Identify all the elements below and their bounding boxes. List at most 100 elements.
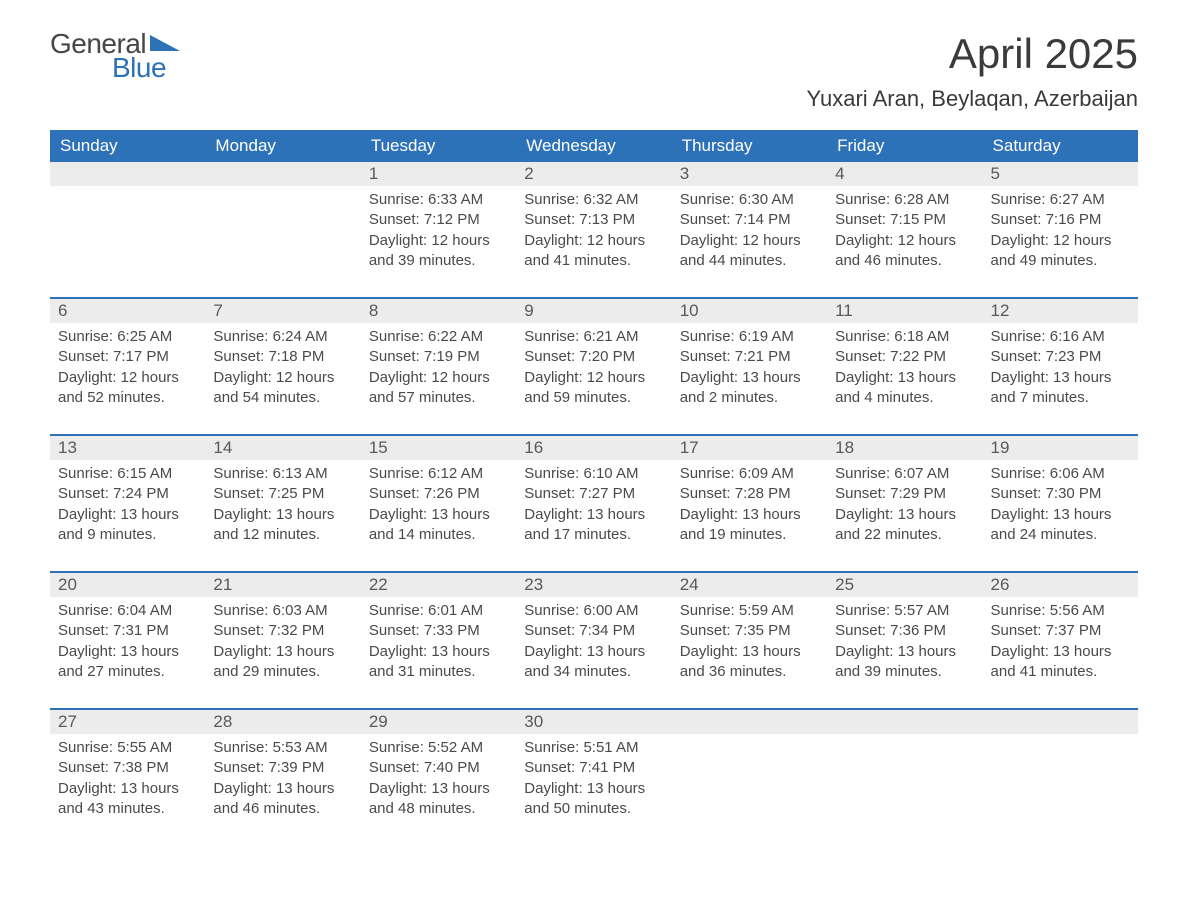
day-content-cell: Sunrise: 6:12 AM Sunset: 7:26 PM Daylight:… bbox=[361, 460, 516, 572]
sunset-line: Sunset: 7:17 PM bbox=[58, 348, 169, 365]
day-content-cell: Sunrise: 6:00 AMSunset: 7:34 PMDaylight:… bbox=[516, 597, 671, 709]
day-content-cell: Sunrise: 6:25 AMSunset: 7:17 PMDaylight:… bbox=[50, 323, 205, 435]
day-content-cell bbox=[50, 186, 205, 298]
day-number-cell: 12 bbox=[983, 298, 1138, 323]
sunset-line: Sunset: 7:21 PM bbox=[680, 348, 791, 365]
day-content-cell bbox=[205, 186, 360, 298]
daylight-line: Daylight: 12 hours and 44 minutes. bbox=[680, 232, 801, 269]
day-content-cell: Sunrise: 5:56 AMSunset: 7:37 PMDaylight:… bbox=[983, 597, 1138, 709]
day-content-cell: Sunrise: 6:21 AMSunset: 7:20 PMDaylight:… bbox=[516, 323, 671, 435]
sunset-line: Sunset: 7:26 PM bbox=[369, 485, 480, 502]
sunrise-line: Sunrise: 6:15 AM bbox=[58, 465, 172, 482]
sunset-line: Sunset: 7:18 PM bbox=[213, 348, 324, 365]
day-content-cell: Sunrise: 5:55 AMSunset: 7:38 PMDaylight:… bbox=[50, 734, 205, 844]
daylight-line: Daylight: 13 hours and 24 minutes. bbox=[991, 506, 1112, 543]
day-number-row: 12345 bbox=[50, 162, 1138, 186]
day-number-cell: 4 bbox=[827, 162, 982, 186]
day-content-cell: Sunrise: 6:10 AM Sunset: 7:27 PM Daylight:… bbox=[516, 460, 671, 572]
daylight-line: Daylight: 13 hours and 27 minutes. bbox=[58, 643, 179, 680]
day-content-cell: Sunrise: 6:27 AMSunset: 7:16 PMDaylight:… bbox=[983, 186, 1138, 298]
sunrise-line: Sunrise: 6:32 AM bbox=[524, 191, 638, 208]
header: General Blue April 2025 Yuxari Aran, Bey… bbox=[50, 30, 1138, 112]
sunrise-line: Sunrise: 6:22 AM bbox=[369, 328, 483, 345]
daylight-line: Daylight: 13 hours and 17 minutes. bbox=[524, 506, 645, 543]
day-content-cell: Sunrise: 6:09 AM Sunset: 7:28 PM Daylight:… bbox=[672, 460, 827, 572]
daylight-line: Daylight: 12 hours and 54 minutes. bbox=[213, 369, 334, 406]
sunset-line: Sunset: 7:34 PM bbox=[524, 622, 635, 639]
daylight-line: Daylight: 12 hours and 49 minutes. bbox=[991, 232, 1112, 269]
sunrise-line: Sunrise: 6:09 AM bbox=[680, 465, 794, 482]
daylight-line: Daylight: 12 hours and 59 minutes. bbox=[524, 369, 645, 406]
daylight-line: Daylight: 13 hours and 43 minutes. bbox=[58, 780, 179, 817]
sunset-line: Sunset: 7:36 PM bbox=[835, 622, 946, 639]
day-content-cell: Sunrise: 6:13 AMSunset: 7:25 PMDaylight:… bbox=[205, 460, 360, 572]
day-content-cell: Sunrise: 6:24 AMSunset: 7:18 PMDaylight:… bbox=[205, 323, 360, 435]
day-number-cell: 7 bbox=[205, 298, 360, 323]
weekday-row: SundayMondayTuesdayWednesdayThursdayFrid… bbox=[50, 130, 1138, 162]
sunset-line: Sunset: 7:39 PM bbox=[213, 759, 324, 776]
day-number-cell: 13 bbox=[50, 435, 205, 460]
day-content-row: Sunrise: 5:55 AMSunset: 7:38 PMDaylight:… bbox=[50, 734, 1138, 844]
daylight-line: Daylight: 12 hours and 57 minutes. bbox=[369, 369, 490, 406]
day-content-cell: Sunrise: 5:57 AM Sunset: 7:36 PM Daylight:… bbox=[827, 597, 982, 709]
sunrise-line: Sunrise: 5:57 AM bbox=[835, 602, 949, 619]
day-number-cell: 17 bbox=[672, 435, 827, 460]
sunrise-line: Sunrise: 6:03 AM bbox=[213, 602, 327, 619]
sunset-line: Sunset: 7:16 PM bbox=[991, 211, 1102, 228]
weekday-header: Saturday bbox=[983, 130, 1138, 162]
title-block: April 2025 Yuxari Aran, Beylaqan, Azerba… bbox=[807, 30, 1138, 112]
day-content-row: Sunrise: 6:15 AMSunset: 7:24 PMDaylight:… bbox=[50, 460, 1138, 572]
daylight-line: Daylight: 13 hours and 14 minutes. bbox=[369, 506, 490, 543]
day-content-cell: Sunrise: 6:33 AMSunset: 7:12 PMDaylight:… bbox=[361, 186, 516, 298]
sunset-line: Sunset: 7:25 PM bbox=[213, 485, 324, 502]
sunrise-line: Sunrise: 6:19 AM bbox=[680, 328, 794, 345]
day-content-row: Sunrise: 6:25 AMSunset: 7:17 PMDaylight:… bbox=[50, 323, 1138, 435]
day-number-cell: 8 bbox=[361, 298, 516, 323]
logo: General Blue bbox=[50, 30, 180, 82]
day-number-cell: 20 bbox=[50, 572, 205, 597]
daylight-line: Daylight: 12 hours and 52 minutes. bbox=[58, 369, 179, 406]
day-number-cell: 16 bbox=[516, 435, 671, 460]
sunset-line: Sunset: 7:28 PM bbox=[680, 485, 791, 502]
day-number-cell: 2 bbox=[516, 162, 671, 186]
day-content-cell bbox=[983, 734, 1138, 844]
day-content-cell: Sunrise: 6:04 AMSunset: 7:31 PMDaylight:… bbox=[50, 597, 205, 709]
sunrise-line: Sunrise: 6:07 AM bbox=[835, 465, 949, 482]
day-content-row: Sunrise: 6:33 AMSunset: 7:12 PMDaylight:… bbox=[50, 186, 1138, 298]
day-number-row: 20212223242526 bbox=[50, 572, 1138, 597]
sunset-line: Sunset: 7:31 PM bbox=[58, 622, 169, 639]
sunrise-line: Sunrise: 5:55 AM bbox=[58, 739, 172, 756]
sunset-line: Sunset: 7:13 PM bbox=[524, 211, 635, 228]
day-content-cell: Sunrise: 6:28 AMSunset: 7:15 PMDaylight:… bbox=[827, 186, 982, 298]
sunrise-line: Sunrise: 6:06 AM bbox=[991, 465, 1105, 482]
sunrise-line: Sunrise: 6:10 AM bbox=[524, 465, 638, 482]
day-number-cell: 28 bbox=[205, 709, 360, 734]
sunrise-line: Sunrise: 6:21 AM bbox=[524, 328, 638, 345]
sunrise-line: Sunrise: 6:13 AM bbox=[213, 465, 327, 482]
daylight-line: Daylight: 12 hours and 46 minutes. bbox=[835, 232, 956, 269]
sunset-line: Sunset: 7:30 PM bbox=[991, 485, 1102, 502]
daylight-line: Daylight: 13 hours and 19 minutes. bbox=[680, 506, 801, 543]
day-number-cell: 21 bbox=[205, 572, 360, 597]
day-content-cell: Sunrise: 5:52 AMSunset: 7:40 PMDaylight:… bbox=[361, 734, 516, 844]
day-number-cell bbox=[205, 162, 360, 186]
sunset-line: Sunset: 7:23 PM bbox=[991, 348, 1102, 365]
day-number-cell: 1 bbox=[361, 162, 516, 186]
location-text: Yuxari Aran, Beylaqan, Azerbaijan bbox=[807, 86, 1138, 112]
daylight-line: Daylight: 13 hours and 7 minutes. bbox=[991, 369, 1112, 406]
sunrise-line: Sunrise: 6:12 AM bbox=[369, 465, 483, 482]
daylight-line: Daylight: 13 hours and 39 minutes. bbox=[835, 643, 956, 680]
sunrise-line: Sunrise: 5:56 AM bbox=[991, 602, 1105, 619]
sunset-line: Sunset: 7:27 PM bbox=[524, 485, 635, 502]
daylight-line: Daylight: 13 hours and 50 minutes. bbox=[524, 780, 645, 817]
day-number-cell: 19 bbox=[983, 435, 1138, 460]
page-title: April 2025 bbox=[807, 30, 1138, 78]
sunrise-line: Sunrise: 6:18 AM bbox=[835, 328, 949, 345]
calendar-body: 12345 Sunrise: 6:33 AMSunset: 7:12 PMDay… bbox=[50, 162, 1138, 844]
sunset-line: Sunset: 7:40 PM bbox=[369, 759, 480, 776]
logo-text-blue: Blue bbox=[50, 54, 180, 82]
day-content-cell: Sunrise: 6:06 AM Sunset: 7:30 PM Daylight:… bbox=[983, 460, 1138, 572]
sunset-line: Sunset: 7:22 PM bbox=[835, 348, 946, 365]
sunset-line: Sunset: 7:15 PM bbox=[835, 211, 946, 228]
sunrise-line: Sunrise: 6:30 AM bbox=[680, 191, 794, 208]
